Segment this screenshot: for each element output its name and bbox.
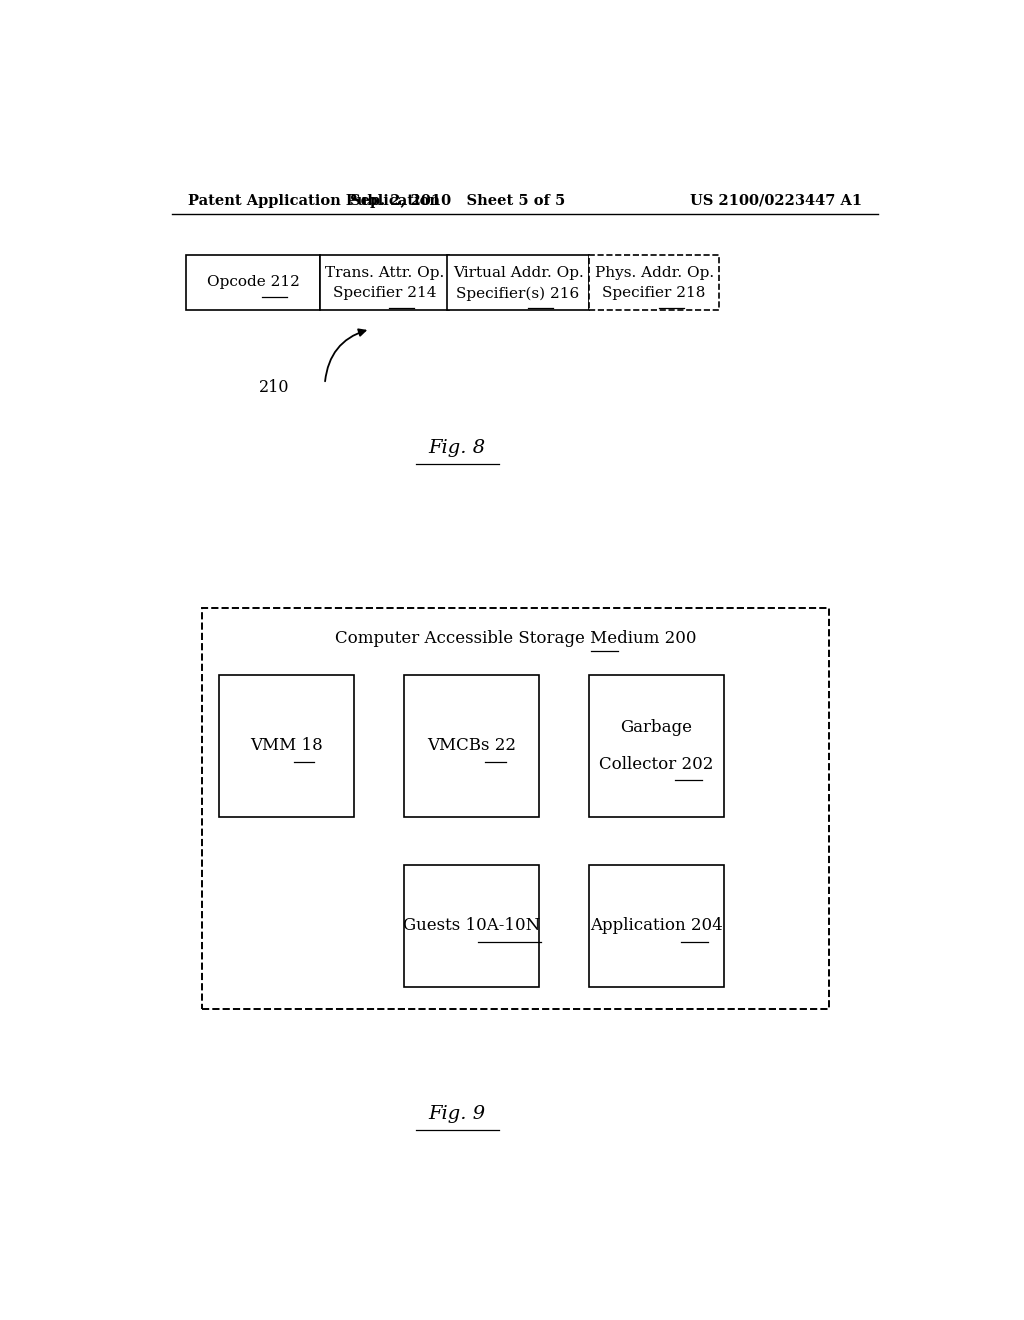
Text: VMM 18: VMM 18 <box>250 738 324 754</box>
Text: Phys. Addr. Op.: Phys. Addr. Op. <box>595 267 714 280</box>
FancyBboxPatch shape <box>219 675 354 817</box>
FancyBboxPatch shape <box>321 255 449 310</box>
Text: US 2100/0223447 A1: US 2100/0223447 A1 <box>690 194 862 209</box>
Text: Application 204: Application 204 <box>590 917 723 935</box>
Text: Sep. 2, 2010   Sheet 5 of 5: Sep. 2, 2010 Sheet 5 of 5 <box>350 194 565 209</box>
FancyBboxPatch shape <box>404 865 539 987</box>
Text: Collector 202: Collector 202 <box>599 755 714 772</box>
Text: 210: 210 <box>259 379 290 396</box>
Text: Computer Accessible Storage Medium 200: Computer Accessible Storage Medium 200 <box>335 630 696 647</box>
Text: Garbage: Garbage <box>621 719 692 737</box>
FancyBboxPatch shape <box>589 865 724 987</box>
FancyBboxPatch shape <box>186 255 321 310</box>
Text: VMCBs 22: VMCBs 22 <box>427 738 516 754</box>
FancyBboxPatch shape <box>202 607 828 1008</box>
Text: Specifier 218: Specifier 218 <box>602 286 706 301</box>
Text: Fig. 8: Fig. 8 <box>429 440 486 457</box>
Text: Specifier(s) 216: Specifier(s) 216 <box>457 286 580 301</box>
Text: Patent Application Publication: Patent Application Publication <box>187 194 439 209</box>
Text: Virtual Addr. Op.: Virtual Addr. Op. <box>453 267 584 280</box>
Text: Fig. 9: Fig. 9 <box>429 1105 486 1123</box>
Text: Opcode 212: Opcode 212 <box>207 276 299 289</box>
FancyBboxPatch shape <box>447 255 589 310</box>
Text: Specifier 214: Specifier 214 <box>333 286 436 301</box>
FancyBboxPatch shape <box>589 255 719 310</box>
Text: Trans. Attr. Op.: Trans. Attr. Op. <box>325 267 444 280</box>
Text: Guests 10A-10N: Guests 10A-10N <box>403 917 541 935</box>
FancyBboxPatch shape <box>589 675 724 817</box>
FancyBboxPatch shape <box>404 675 539 817</box>
